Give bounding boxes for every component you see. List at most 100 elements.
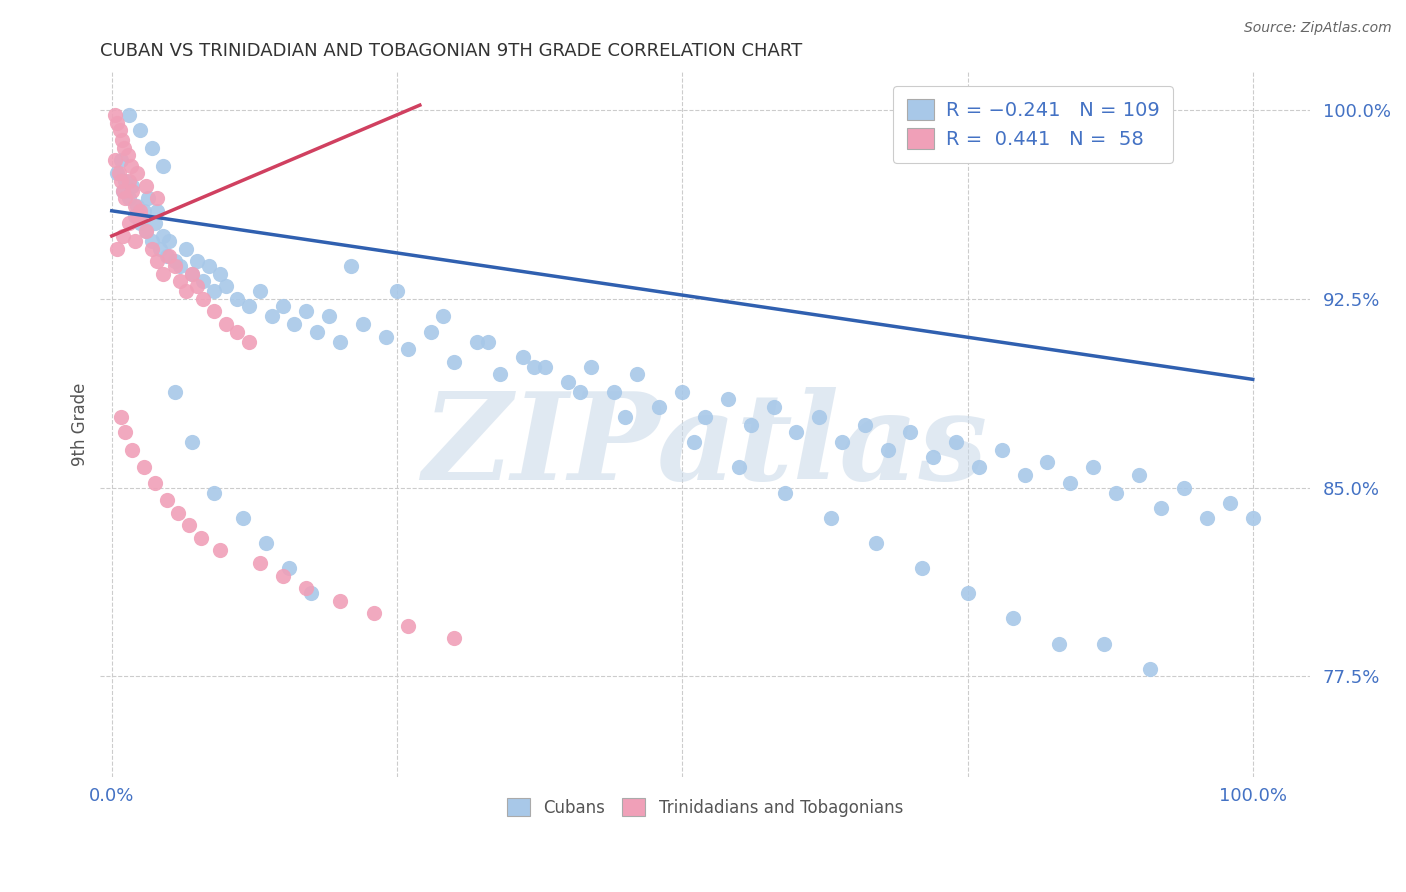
Point: [146, 191, 169, 205]
Point: [1059, 475, 1081, 490]
Point: [614, 410, 637, 425]
Point: [443, 355, 465, 369]
Point: [174, 285, 197, 299]
Point: [143, 475, 166, 490]
Point: [740, 417, 762, 432]
Point: [169, 259, 191, 273]
Point: [112, 141, 135, 155]
Point: [374, 329, 396, 343]
Point: [112, 184, 135, 198]
Point: [107, 166, 129, 180]
Point: [603, 384, 626, 399]
Point: [238, 299, 260, 313]
Point: [152, 159, 174, 173]
Point: [110, 153, 132, 168]
Point: [432, 310, 454, 324]
Point: [568, 384, 591, 399]
Point: [1002, 611, 1025, 625]
Point: [114, 425, 136, 440]
Text: ZIPatlas: ZIPatlas: [422, 386, 988, 505]
Point: [209, 267, 232, 281]
Point: [254, 536, 277, 550]
Point: [352, 317, 374, 331]
Point: [179, 518, 201, 533]
Point: [155, 493, 177, 508]
Point: [125, 209, 148, 223]
Point: [132, 203, 155, 218]
Point: [693, 410, 716, 425]
Point: [260, 310, 283, 324]
Point: [831, 435, 853, 450]
Point: [1173, 481, 1195, 495]
Point: [215, 317, 238, 331]
Point: [477, 334, 499, 349]
Point: [118, 216, 141, 230]
Point: [329, 334, 352, 349]
Point: [108, 123, 131, 137]
Point: [465, 334, 488, 349]
Point: [124, 209, 146, 223]
Point: [626, 368, 648, 382]
Point: [112, 184, 135, 198]
Point: [773, 485, 796, 500]
Text: Source: ZipAtlas.com: Source: ZipAtlas.com: [1244, 21, 1392, 35]
Point: [121, 184, 143, 198]
Point: [191, 274, 214, 288]
Point: [443, 632, 465, 646]
Point: [180, 267, 202, 281]
Point: [112, 229, 135, 244]
Point: [125, 166, 148, 180]
Point: [118, 173, 141, 187]
Point: [191, 292, 214, 306]
Point: [329, 593, 352, 607]
Point: [1081, 460, 1104, 475]
Point: [129, 203, 152, 218]
Point: [204, 285, 226, 299]
Point: [117, 148, 139, 162]
Point: [124, 199, 146, 213]
Point: [204, 304, 226, 318]
Y-axis label: 9th Grade: 9th Grade: [72, 383, 89, 467]
Point: [204, 485, 226, 500]
Point: [129, 216, 152, 230]
Point: [911, 561, 934, 575]
Point: [249, 285, 271, 299]
Point: [307, 325, 329, 339]
Point: [209, 543, 232, 558]
Text: CUBAN VS TRINIDADIAN AND TOBAGONIAN 9TH GRADE CORRELATION CHART: CUBAN VS TRINIDADIAN AND TOBAGONIAN 9TH …: [100, 42, 803, 60]
Point: [174, 242, 197, 256]
Point: [167, 506, 190, 520]
Point: [157, 249, 180, 263]
Point: [294, 304, 316, 318]
Point: [249, 556, 271, 570]
Point: [136, 191, 159, 205]
Point: [363, 607, 385, 621]
Point: [717, 392, 740, 407]
Point: [648, 400, 671, 414]
Point: [420, 325, 443, 339]
Point: [226, 325, 249, 339]
Point: [124, 234, 146, 248]
Point: [163, 254, 186, 268]
Point: [534, 359, 557, 374]
Point: [1150, 500, 1173, 515]
Point: [340, 259, 363, 273]
Point: [135, 224, 157, 238]
Point: [186, 254, 208, 268]
Point: [1094, 636, 1116, 650]
Point: [271, 568, 294, 582]
Point: [141, 242, 163, 256]
Point: [141, 141, 163, 155]
Point: [155, 249, 177, 263]
Point: [157, 234, 180, 248]
Point: [146, 254, 169, 268]
Point: [967, 460, 990, 475]
Point: [135, 224, 157, 238]
Point: [232, 510, 254, 524]
Point: [169, 274, 191, 288]
Point: [396, 342, 419, 356]
Point: [865, 536, 887, 550]
Point: [853, 417, 876, 432]
Point: [121, 178, 143, 193]
Point: [107, 242, 129, 256]
